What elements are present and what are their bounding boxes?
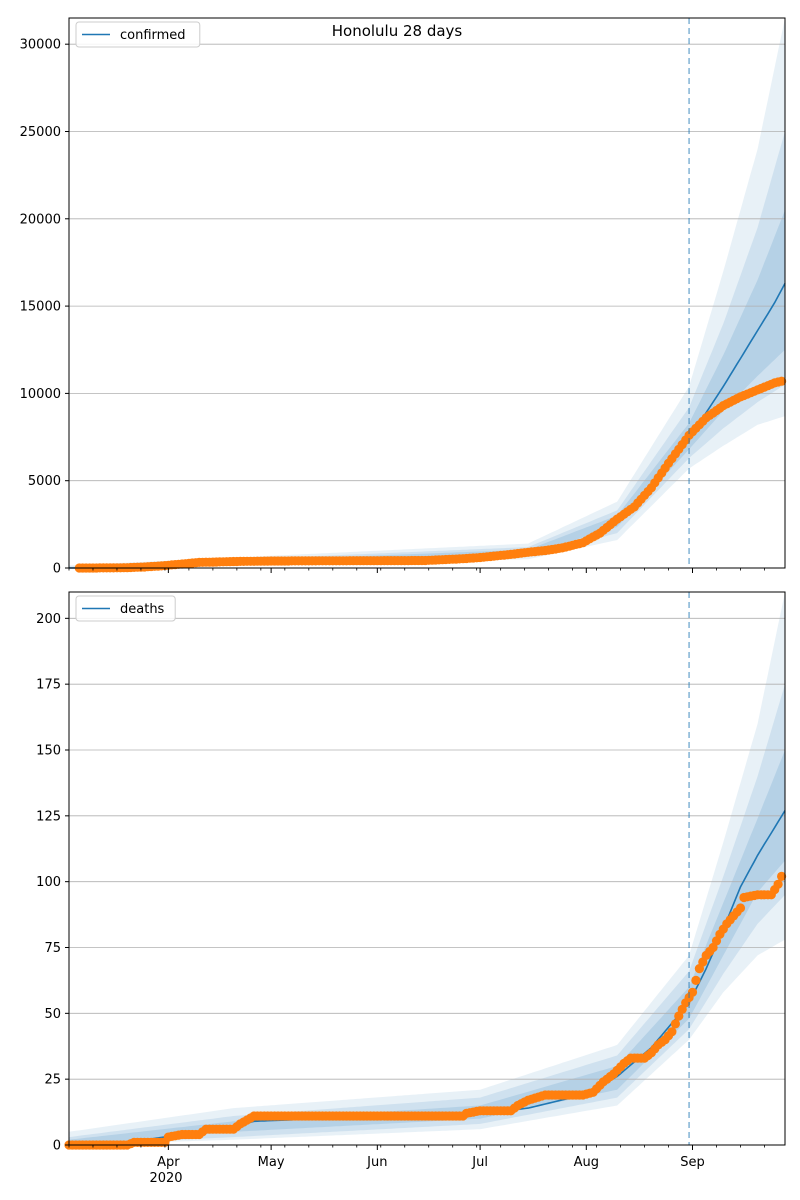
confirmed-axes: 0 5000 10000 15000 20000 25000 30000 [20, 17, 786, 577]
deaths-panel: 0 25 50 75 100 125 150 175 200 Apr May Jun Jul Aug Sep… [36, 591, 787, 1170]
confirmed-panel: 0 5000 10000 15000 20000 25000 30000 confirmed [20, 17, 787, 577]
x-tick-label: Jul [471, 1155, 488, 1170]
y-tick-label: 20000 [20, 212, 61, 227]
y-tick-label: 125 [36, 809, 61, 824]
y-tick-label: 10000 [20, 387, 61, 402]
y-tick-label: 25000 [20, 125, 61, 140]
deaths-legend: deaths [75, 595, 176, 622]
x-tick-label: May [258, 1155, 285, 1170]
x-tick-label: Sep [680, 1155, 705, 1170]
y-tick-label: 0 [53, 562, 61, 577]
axes-frame [68, 591, 786, 1146]
observed-point [735, 903, 746, 913]
x-tick-label: Jun [366, 1155, 387, 1170]
y-tick-label: 75 [44, 941, 61, 956]
observed-point [777, 871, 787, 882]
x-tick-label: Apr [157, 1155, 180, 1170]
observed-point [691, 975, 701, 986]
y-tick-label: 200 [36, 612, 61, 627]
y-tick-label: 0 [53, 1139, 61, 1154]
observed-point [670, 1019, 681, 1029]
legend-label: deaths [120, 602, 165, 617]
y-tick-label: 175 [36, 678, 61, 693]
y-tick-label: 5000 [28, 474, 61, 489]
observed-point [773, 879, 783, 889]
x-axis-year-label: 2020 [149, 1171, 182, 1186]
observed-point [687, 987, 698, 997]
deaths-observed [64, 871, 787, 1150]
x-tick-label: Aug [574, 1155, 599, 1170]
chart-title: Honolulu 28 days [332, 22, 463, 40]
y-tick-label: 50 [44, 1007, 61, 1022]
axes-frame [68, 17, 786, 569]
deaths-axes: 0 25 50 75 100 125 150 175 200 Apr May Jun Jul Aug Sep [36, 591, 786, 1170]
y-tick-label: 150 [36, 744, 61, 759]
legend-box [75, 595, 176, 622]
y-tick-label: 100 [36, 875, 61, 890]
observed-point [667, 1027, 677, 1037]
observed-point [777, 376, 787, 386]
deaths-grid [69, 617, 785, 1146]
y-tick-label: 25 [44, 1073, 61, 1088]
y-tick-label: 15000 [20, 300, 61, 315]
legend-label: confirmed [120, 28, 186, 43]
legend-box [75, 21, 201, 48]
y-tick-label: 30000 [20, 38, 61, 53]
confirmed-legend: confirmed [75, 21, 201, 48]
